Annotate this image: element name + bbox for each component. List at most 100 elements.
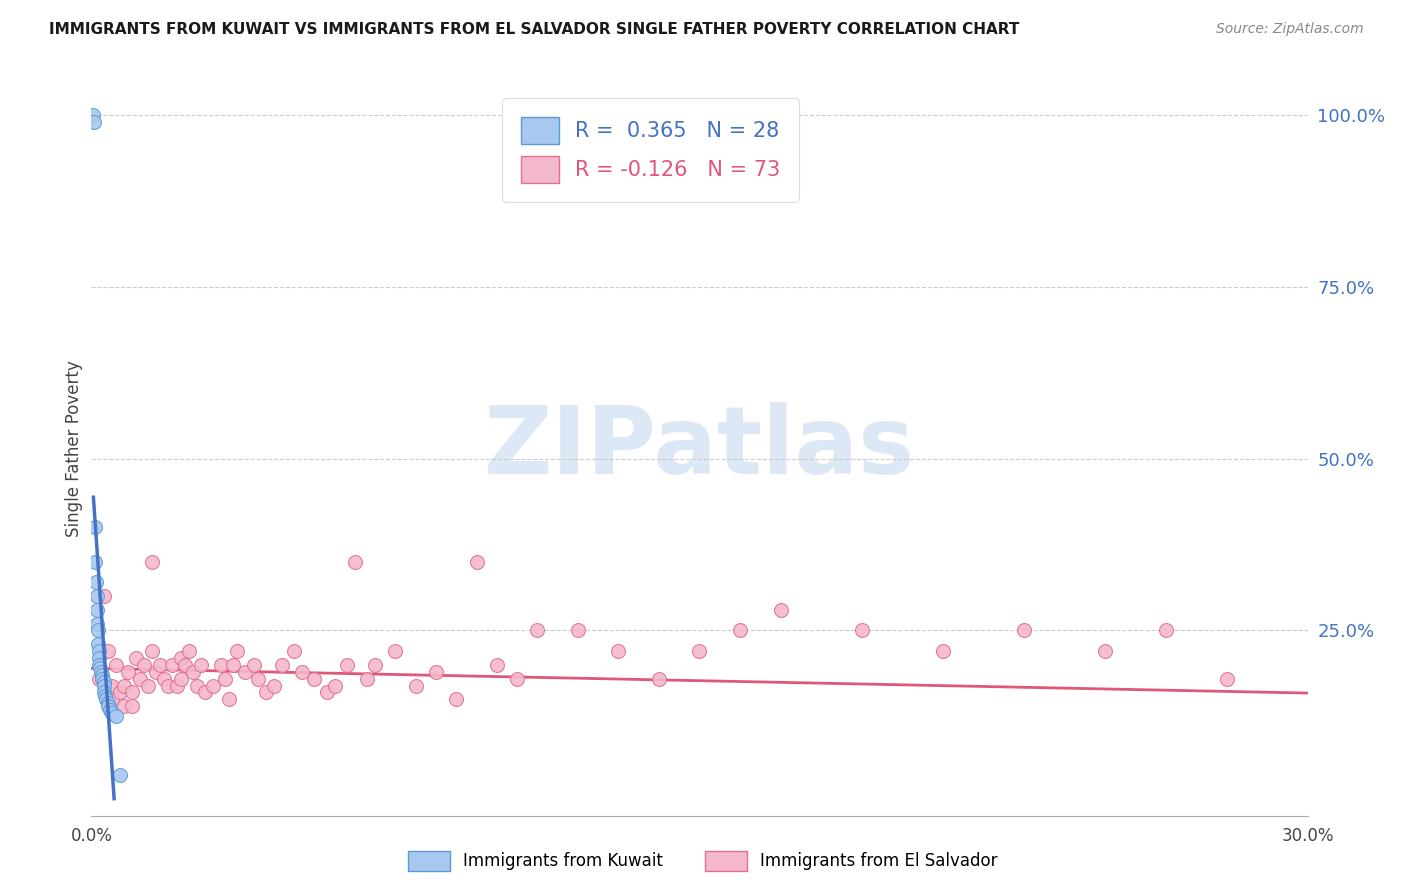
Point (323, 679, 346, 693)
Y-axis label: Single Father Poverty: Single Father Poverty (65, 359, 83, 537)
Point (121, 685, 143, 699)
Point (97, 644, 120, 658)
Point (162, 657, 184, 672)
Point (186, 679, 208, 693)
Point (728, 624, 751, 638)
Point (98, 702, 121, 716)
Point (86, 603, 108, 617)
Point (90, 665, 112, 679)
Point (121, 699, 143, 714)
Text: IMMIGRANTS FROM KUWAIT VS IMMIGRANTS FROM EL SALVADOR SINGLE FATHER POVERTY CORR: IMMIGRANTS FROM KUWAIT VS IMMIGRANTS FRO… (49, 22, 1019, 37)
Point (117, 665, 139, 679)
Point (94, 689, 117, 703)
Point (86, 616, 108, 631)
Point (141, 644, 163, 658)
Point (94, 692, 117, 706)
Point (364, 657, 387, 672)
Point (181, 665, 204, 679)
Point (202, 679, 225, 693)
Point (304, 672, 326, 686)
Point (769, 603, 792, 617)
Point (688, 644, 710, 658)
Point (84, 555, 107, 569)
Point (526, 624, 548, 638)
Point (226, 644, 249, 658)
Point (567, 624, 589, 638)
Point (84, 575, 107, 590)
Point (87, 624, 110, 638)
Point (1012, 624, 1035, 638)
Point (89, 657, 111, 672)
Point (283, 644, 305, 658)
Point (169, 672, 191, 686)
Point (91, 672, 114, 686)
Text: Source: ZipAtlas.com: Source: ZipAtlas.com (1216, 22, 1364, 37)
Point (83, 114, 105, 128)
Point (607, 644, 630, 658)
Point (86, 589, 108, 603)
Point (214, 672, 236, 686)
Point (1094, 644, 1116, 658)
Point (235, 665, 257, 679)
Point (851, 624, 873, 638)
Point (444, 692, 467, 706)
Point (136, 679, 159, 693)
Point (384, 644, 406, 658)
Legend: R =  0.365   N = 28, R = -0.126   N = 73: R = 0.365 N = 28, R = -0.126 N = 73 (502, 98, 799, 202)
Point (100, 706, 122, 720)
Point (87, 637, 110, 651)
Point (89, 672, 111, 686)
Point (209, 657, 232, 672)
Point (190, 657, 212, 672)
Point (405, 679, 427, 693)
Point (291, 665, 314, 679)
Point (97, 696, 120, 710)
Point (129, 672, 152, 686)
Point (485, 657, 508, 672)
Point (89, 644, 111, 658)
Point (93, 589, 115, 603)
Point (93, 679, 115, 693)
Point (149, 657, 172, 672)
Point (465, 555, 488, 569)
Point (125, 651, 148, 665)
Point (157, 679, 180, 693)
Point (145, 665, 167, 679)
Point (97, 699, 120, 714)
Point (648, 672, 671, 686)
Point (132, 657, 155, 672)
Point (82, 108, 104, 122)
Point (104, 657, 127, 672)
Point (153, 672, 176, 686)
Point (1215, 672, 1237, 686)
Text: ZIPatlas: ZIPatlas (484, 402, 915, 494)
Point (112, 699, 135, 714)
Point (271, 657, 294, 672)
Point (315, 685, 337, 699)
Point (112, 679, 135, 693)
Point (100, 679, 122, 693)
Point (141, 555, 163, 569)
Point (173, 657, 195, 672)
Point (169, 651, 191, 665)
Point (356, 672, 378, 686)
Point (93, 685, 115, 699)
Point (425, 665, 447, 679)
Point (263, 679, 285, 693)
Point (93, 675, 115, 690)
Point (242, 657, 264, 672)
Point (104, 709, 127, 723)
Point (84, 520, 107, 534)
Legend: Immigrants from Kuwait, Immigrants from El Salvador: Immigrants from Kuwait, Immigrants from … (401, 842, 1005, 880)
Point (89, 651, 111, 665)
Point (343, 555, 366, 569)
Point (1154, 624, 1177, 638)
Point (336, 657, 359, 672)
Point (108, 685, 131, 699)
Point (166, 679, 188, 693)
Point (89, 661, 111, 675)
Point (108, 768, 131, 782)
Point (931, 644, 953, 658)
Point (194, 685, 217, 699)
Point (90, 668, 112, 682)
